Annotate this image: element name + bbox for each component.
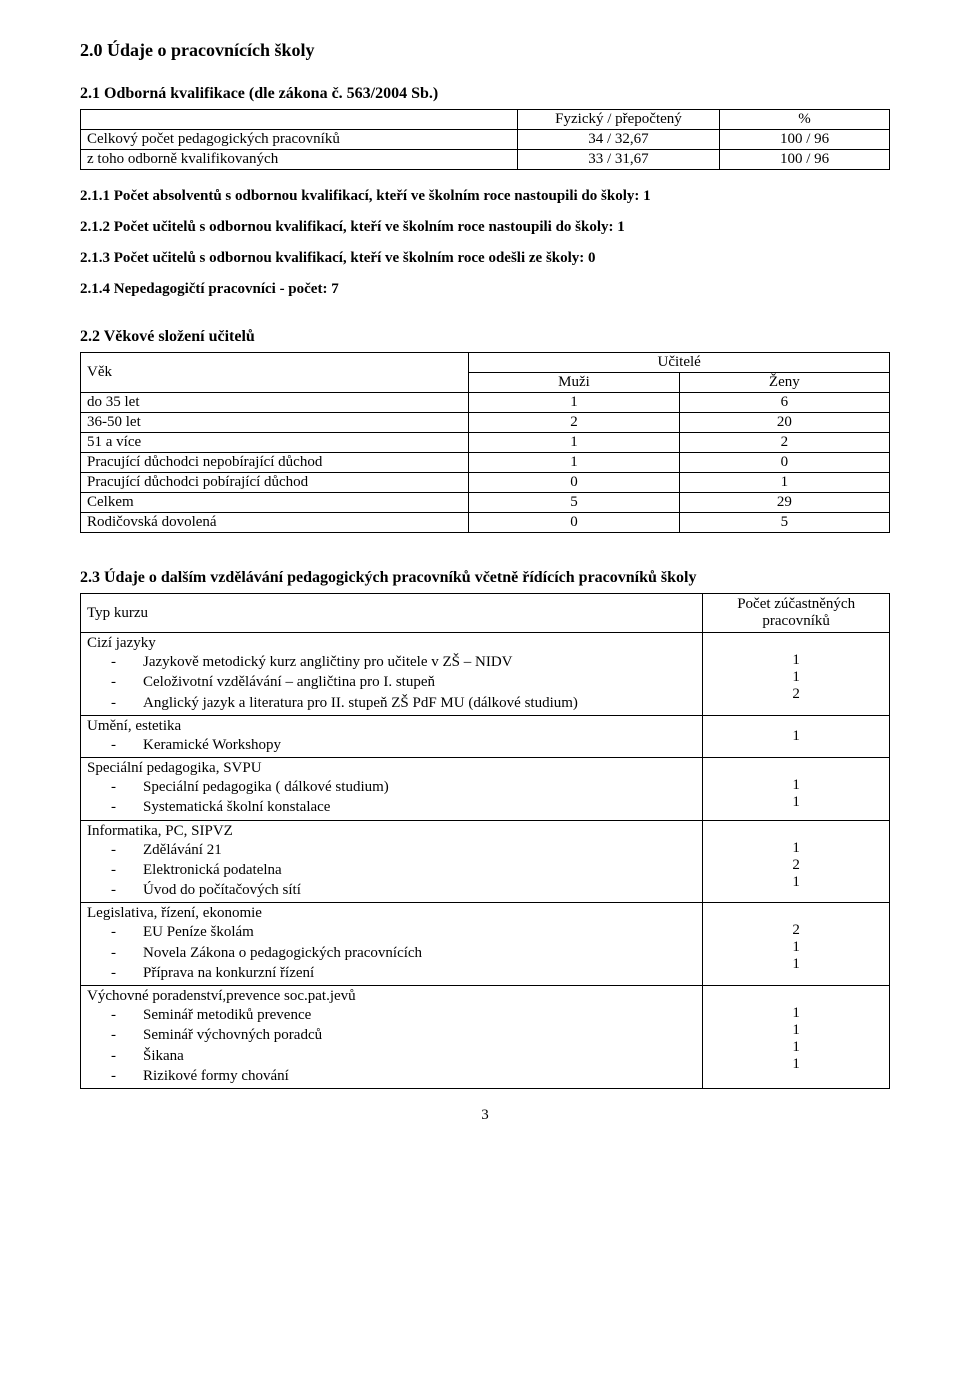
list-item: Celoživotní vzdělávání – angličtina pro … <box>111 672 696 692</box>
list-item: Systematická školní konstalace <box>111 797 696 817</box>
list-item: EU Peníze školám <box>111 922 696 942</box>
count-value: 2 <box>709 686 883 703</box>
para-2-1-2: 2.1.2 Počet učitelů s odbornou kvalifika… <box>80 219 890 236</box>
list-item: Speciální pedagogika ( dálkové studium) <box>111 777 696 797</box>
heading-main: 2.0 Údaje o pracovnících školy <box>80 40 890 61</box>
count-value: 1 <box>709 840 883 857</box>
list-item: Jazykově metodický kurz angličtiny pro u… <box>111 652 696 672</box>
col-women: Ženy <box>679 373 889 393</box>
table-row-w: 6 <box>679 393 889 413</box>
list-item: Šikana <box>111 1046 696 1066</box>
group-title: Výchovné poradenství,prevence soc.pat.je… <box>87 988 696 1005</box>
table-row-label: 51 a více <box>81 433 469 453</box>
page-number: 3 <box>80 1107 890 1124</box>
col-physical: Fyzický / přepočtený <box>517 110 719 130</box>
col-count-line2: pracovníků <box>762 613 829 629</box>
col-count-line1: Počet zúčastněných <box>737 596 855 612</box>
count-value: 2 <box>709 922 883 939</box>
row1-label: Celkový počet pedagogických pracovníků <box>81 130 518 150</box>
table-row-m: 0 <box>469 513 679 533</box>
group-title: Speciální pedagogika, SVPU <box>87 760 696 777</box>
table-row-w: 20 <box>679 413 889 433</box>
table-row-m: 2 <box>469 413 679 433</box>
list-item: Seminář metodiků prevence <box>111 1005 696 1025</box>
table-row-label: 36-50 let <box>81 413 469 433</box>
count-value: 1 <box>709 939 883 956</box>
row1-pct: 100 / 96 <box>720 130 890 150</box>
list-item: Zdělávání 21 <box>111 840 696 860</box>
col-percent: % <box>720 110 890 130</box>
table-row-label: Celkem <box>81 493 469 513</box>
count-value: 1 <box>709 794 883 811</box>
table-row-m: 5 <box>469 493 679 513</box>
count-value: 1 <box>709 1056 883 1073</box>
col-men: Muži <box>469 373 679 393</box>
heading-2-2: 2.2 Věkové složení učitelů <box>80 328 890 346</box>
table-row-w: 29 <box>679 493 889 513</box>
list-item: Novela Zákona o pedagogických pracovnící… <box>111 943 696 963</box>
heading-2-1: 2.1 Odborná kvalifikace (dle zákona č. 5… <box>80 85 890 103</box>
table-qualification: Fyzický / přepočtený % Celkový počet ped… <box>80 109 890 170</box>
row2-phys: 33 / 31,67 <box>517 150 719 170</box>
para-2-1-3: 2.1.3 Počet učitelů s odbornou kvalifika… <box>80 250 890 267</box>
col-course-type: Typ kurzu <box>81 594 703 633</box>
list-item: Anglický jazyk a literatura pro II. stup… <box>111 693 696 713</box>
col-teachers: Učitelé <box>469 353 890 373</box>
table-row-m: 1 <box>469 393 679 413</box>
count-value: 1 <box>709 1039 883 1056</box>
count-value: 1 <box>709 652 883 669</box>
table-age-composition: Věk Učitelé Muži Ženy do 35 let16 36-50 … <box>80 352 890 533</box>
list-item: Keramické Workshopy <box>111 735 696 755</box>
heading-2-3: 2.3 Údaje o dalším vzdělávání pedagogick… <box>80 569 890 587</box>
col-age: Věk <box>81 353 469 393</box>
table-row-w: 2 <box>679 433 889 453</box>
count-value: 1 <box>709 874 883 891</box>
list-item: Seminář výchovných poradců <box>111 1025 696 1045</box>
count-value: 1 <box>709 669 883 686</box>
para-2-1-1: 2.1.1 Počet absolventů s odbornou kvalif… <box>80 188 890 205</box>
table-row-m: 1 <box>469 453 679 473</box>
table-row-label: Pracující důchodci pobírající důchod <box>81 473 469 493</box>
group-title: Legislativa, řízení, ekonomie <box>87 905 696 922</box>
count-value: 1 <box>792 728 800 744</box>
count-value: 1 <box>709 956 883 973</box>
table-row-label: Rodičovská dovolená <box>81 513 469 533</box>
list-item: Elektronická podatelna <box>111 860 696 880</box>
row2-pct: 100 / 96 <box>720 150 890 170</box>
para-2-1-4: 2.1.4 Nepedagogičtí pracovníci - počet: … <box>80 281 890 298</box>
group-title: Informatika, PC, SIPVZ <box>87 823 696 840</box>
group-title: Umění, estetika <box>87 718 696 735</box>
group-title: Cizí jazyky <box>87 635 696 652</box>
table-row-label: Pracující důchodci nepobírající důchod <box>81 453 469 473</box>
count-value: 1 <box>709 777 883 794</box>
list-item: Úvod do počítačových sítí <box>111 880 696 900</box>
list-item: Rizikové formy chování <box>111 1066 696 1086</box>
count-value: 1 <box>709 1022 883 1039</box>
list-item: Příprava na konkurzní řízení <box>111 963 696 983</box>
table-row-w: 0 <box>679 453 889 473</box>
count-value: 1 <box>709 1005 883 1022</box>
table-row-w: 1 <box>679 473 889 493</box>
table-row-m: 0 <box>469 473 679 493</box>
count-value: 2 <box>709 857 883 874</box>
table-training: Typ kurzu Počet zúčastněných pracovníků … <box>80 593 890 1089</box>
row1-phys: 34 / 32,67 <box>517 130 719 150</box>
row2-label: z toho odborně kvalifikovaných <box>81 150 518 170</box>
table-row-label: do 35 let <box>81 393 469 413</box>
table-row-m: 1 <box>469 433 679 453</box>
table-row-w: 5 <box>679 513 889 533</box>
